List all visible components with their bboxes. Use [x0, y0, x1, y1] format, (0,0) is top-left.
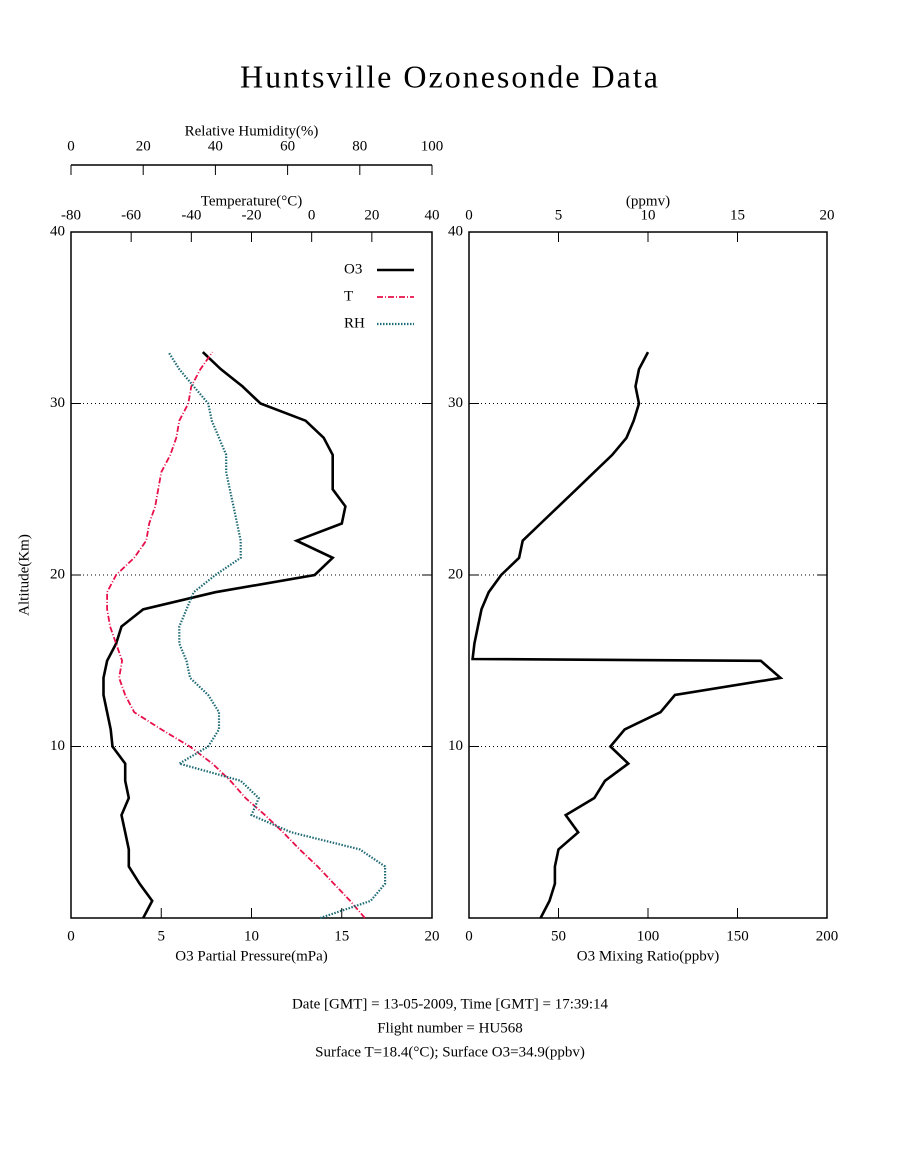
x-tick-label: 0 — [465, 928, 473, 944]
x2-tick-label: 10 — [641, 207, 656, 223]
y-tick-label: 30 — [50, 395, 65, 411]
x2-tick-label: 5 — [555, 207, 563, 223]
x-tick-label: 200 — [816, 928, 839, 944]
x3-tick-label: 40 — [208, 138, 223, 154]
x2-tick-label: -40 — [181, 207, 201, 223]
legend-label: T — [344, 288, 353, 304]
x3-tick-label: 80 — [352, 138, 367, 154]
profile-line — [102, 351, 347, 919]
footer-line: Surface T=18.4(°C); Surface O3=34.9(ppbv… — [315, 1044, 585, 1060]
x2-axis-label: Temperature(°C) — [201, 193, 303, 209]
y-tick-label: 20 — [448, 566, 463, 582]
x-axis-label: O3 Mixing Ratio(ppbv) — [577, 948, 720, 964]
y-tick-label: 40 — [448, 223, 463, 239]
y-tick-label: 10 — [448, 738, 463, 754]
x2-tick-label: 0 — [465, 207, 473, 223]
legend-label: O3 — [344, 261, 362, 277]
x-tick-label: 0 — [67, 928, 75, 944]
y-tick-label: 20 — [50, 566, 65, 582]
x-tick-label: 150 — [726, 928, 749, 944]
y-tick-label: 40 — [50, 223, 65, 239]
x3-tick-label: 0 — [67, 138, 75, 154]
footer-line: Date [GMT] = 13-05-2009, Time [GMT] = 17… — [292, 996, 609, 1012]
x2-tick-label: 40 — [425, 207, 440, 223]
x2-tick-label: -80 — [61, 207, 81, 223]
x-tick-label: 15 — [334, 928, 349, 944]
x-tick-label: 5 — [158, 928, 166, 944]
x2-tick-label: 0 — [308, 207, 316, 223]
x-tick-label: 20 — [425, 928, 440, 944]
x2-tick-label: 20 — [364, 207, 379, 223]
y-tick-label: 30 — [448, 395, 463, 411]
x2-tick-label: 15 — [730, 207, 745, 223]
profile-line — [471, 351, 784, 919]
profile-line — [167, 351, 387, 920]
x-tick-label: 100 — [637, 928, 660, 944]
x2-tick-label: -60 — [121, 207, 141, 223]
x3-tick-label: 100 — [421, 138, 444, 154]
footer-line: Flight number = HU568 — [377, 1020, 523, 1036]
x2-tick-label: 20 — [820, 207, 835, 223]
profile-line — [106, 351, 366, 919]
x3-tick-label: 20 — [136, 138, 151, 154]
x-axis-label: O3 Partial Pressure(mPa) — [175, 948, 327, 964]
x2-axis-label: (ppmv) — [626, 193, 670, 209]
x3-tick-label: 60 — [280, 138, 295, 154]
x3-axis-label: Relative Humidity(%) — [185, 123, 319, 139]
y-tick-label: 10 — [50, 738, 65, 754]
legend-label: RH — [344, 315, 365, 331]
x2-tick-label: -20 — [242, 207, 262, 223]
x-tick-label: 10 — [244, 928, 259, 944]
chart-title: Huntsville Ozonesonde Data — [240, 58, 660, 94]
x-tick-label: 50 — [551, 928, 566, 944]
y-axis-label: Altitude(Km) — [16, 534, 32, 616]
